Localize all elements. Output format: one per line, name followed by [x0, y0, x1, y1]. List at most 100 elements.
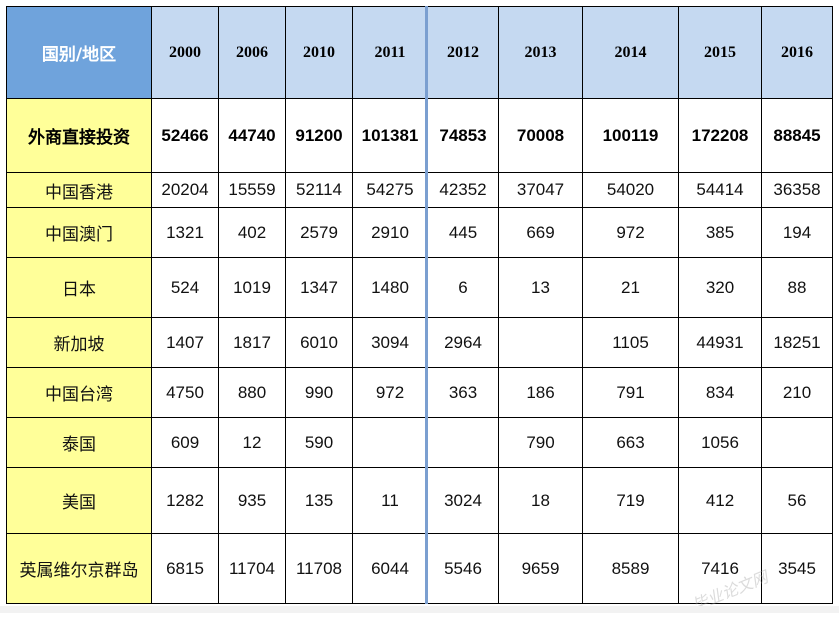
cell-value: 1407	[151, 317, 219, 368]
cell-value: 935	[218, 467, 286, 534]
cell-value: 402	[218, 207, 286, 258]
cell-value: 15559	[218, 172, 286, 208]
cell-value: 6044	[352, 533, 428, 604]
cell-value: 2910	[352, 207, 428, 258]
total-value: 44740	[218, 98, 286, 173]
column-divider	[425, 6, 428, 604]
cell-value: 186	[498, 367, 583, 418]
cell-value: 609	[151, 417, 219, 468]
cell-value: 194	[761, 207, 833, 258]
cell-value: 2579	[285, 207, 353, 258]
cell-value: 6815	[151, 533, 219, 604]
row-label: 新加坡	[6, 317, 152, 368]
cell-value: 4750	[151, 367, 219, 418]
cell-value: 56	[761, 467, 833, 534]
cell-value: 1105	[582, 317, 679, 368]
cell-value: 54414	[678, 172, 762, 208]
cell-value: 7416	[678, 533, 762, 604]
header-row: 国别/地区 2000 2006 2010 2011 2012 2013 2014…	[6, 6, 833, 99]
cell-value: 1480	[352, 257, 428, 318]
cell-value: 385	[678, 207, 762, 258]
cell-value: 1347	[285, 257, 353, 318]
row-label: 美国	[6, 467, 152, 534]
table-row: 中国香港 20204 15559 52114 54275 42352 37047…	[6, 172, 833, 208]
cell-value: 52114	[285, 172, 353, 208]
cell-value: 9659	[498, 533, 583, 604]
cell-value: 1321	[151, 207, 219, 258]
year-header: 2016	[761, 6, 833, 99]
cell-value: 790	[498, 417, 583, 468]
cell-value: 37047	[498, 172, 583, 208]
page-bottom-edge	[0, 606, 839, 613]
year-header: 2012	[427, 6, 499, 99]
cell-value: 1019	[218, 257, 286, 318]
row-label: 中国香港	[6, 172, 152, 208]
cell-value: 412	[678, 467, 762, 534]
table-row: 泰国 609 12 590 790 663 1056	[6, 417, 833, 468]
cell-value: 54020	[582, 172, 679, 208]
table-row: 中国澳门 1321 402 2579 2910 445 669 972 385 …	[6, 207, 833, 258]
year-header: 2006	[218, 6, 286, 99]
cell-value: 12	[218, 417, 286, 468]
cell-value: 42352	[427, 172, 499, 208]
cell-value: 2964	[427, 317, 499, 368]
cell-value: 8589	[582, 533, 679, 604]
cell-value: 18	[498, 467, 583, 534]
cell-value: 445	[427, 207, 499, 258]
table-row: 英属维尔京群岛 6815 11704 11708 6044 5546 9659 …	[6, 533, 833, 604]
cell-value: 834	[678, 367, 762, 418]
cell-value: 135	[285, 467, 353, 534]
cell-value: 719	[582, 467, 679, 534]
row-label: 日本	[6, 257, 152, 318]
cell-value: 54275	[352, 172, 428, 208]
cell-value: 3094	[352, 317, 428, 368]
cell-value: 6010	[285, 317, 353, 368]
cell-value: 590	[285, 417, 353, 468]
cell-value: 1282	[151, 467, 219, 534]
cell-value	[352, 417, 428, 468]
row-label: 英属维尔京群岛	[6, 533, 152, 604]
cell-value: 990	[285, 367, 353, 418]
cell-value	[498, 317, 583, 368]
cell-value: 1056	[678, 417, 762, 468]
cell-value: 21	[582, 257, 679, 318]
total-row: 外商直接投资 52466 44740 91200 101381 74853 70…	[6, 98, 833, 173]
cell-value: 669	[498, 207, 583, 258]
cell-value: 210	[761, 367, 833, 418]
cell-value: 44931	[678, 317, 762, 368]
cell-value: 880	[218, 367, 286, 418]
cell-value: 18251	[761, 317, 833, 368]
total-value: 100119	[582, 98, 679, 173]
cell-value: 11704	[218, 533, 286, 604]
total-value: 74853	[427, 98, 499, 173]
year-header: 2010	[285, 6, 353, 99]
table-row: 新加坡 1407 1817 6010 3094 2964 1105 44931 …	[6, 317, 833, 368]
cell-value: 663	[582, 417, 679, 468]
cell-value	[761, 417, 833, 468]
cell-value: 320	[678, 257, 762, 318]
cell-value: 36358	[761, 172, 833, 208]
cell-value: 5546	[427, 533, 499, 604]
cell-value: 3024	[427, 467, 499, 534]
total-value: 172208	[678, 98, 762, 173]
cell-value: 13	[498, 257, 583, 318]
cell-value: 524	[151, 257, 219, 318]
total-value: 88845	[761, 98, 833, 173]
cell-value: 791	[582, 367, 679, 418]
cell-value: 6	[427, 257, 499, 318]
year-header: 2013	[498, 6, 583, 99]
year-header: 2011	[352, 6, 428, 99]
row-label: 中国澳门	[6, 207, 152, 258]
year-header: 2000	[151, 6, 219, 99]
year-header: 2015	[678, 6, 762, 99]
row-label: 中国台湾	[6, 367, 152, 418]
cell-value: 3545	[761, 533, 833, 604]
table-row: 中国台湾 4750 880 990 972 363 186 791 834 21…	[6, 367, 833, 418]
cell-value: 1817	[218, 317, 286, 368]
cell-value: 88	[761, 257, 833, 318]
cell-value: 20204	[151, 172, 219, 208]
year-header: 2014	[582, 6, 679, 99]
total-value: 101381	[352, 98, 428, 173]
table-row: 美国 1282 935 135 11 3024 18 719 412 56	[6, 467, 833, 534]
total-value: 91200	[285, 98, 353, 173]
